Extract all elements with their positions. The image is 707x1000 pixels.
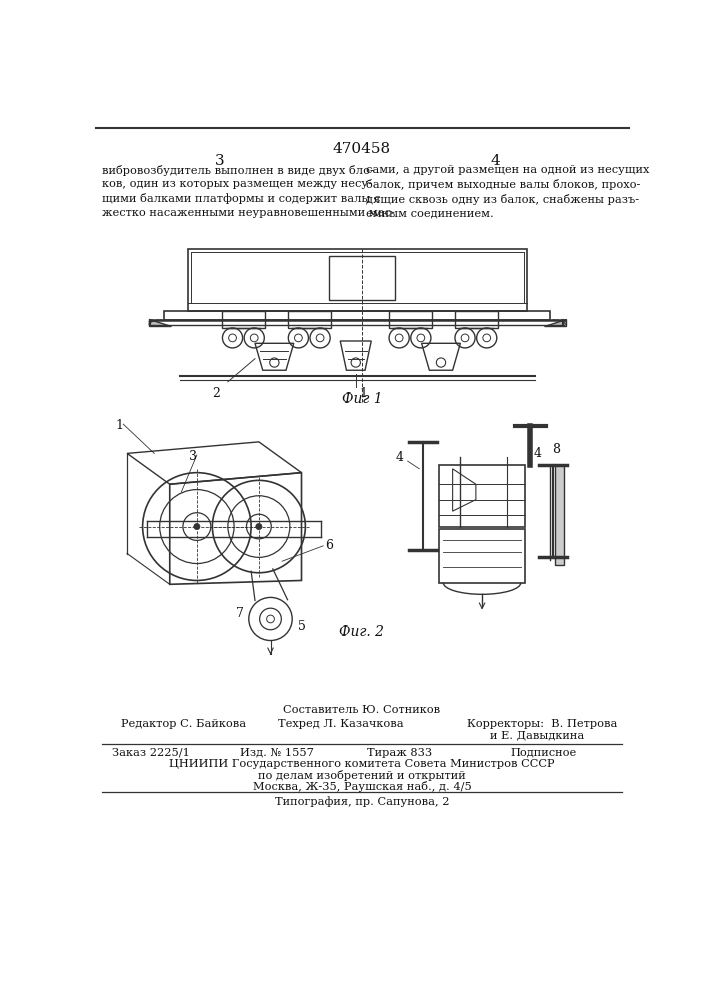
Text: и Е. Давыдкина: и Е. Давыдкина bbox=[490, 730, 584, 740]
Text: Москва, Ж-35, Раушская наб., д. 4/5: Москва, Ж-35, Раушская наб., д. 4/5 bbox=[252, 781, 472, 792]
Text: 5: 5 bbox=[298, 620, 305, 633]
Bar bbox=[288, 311, 331, 328]
Text: 2: 2 bbox=[212, 387, 220, 400]
Bar bbox=[329, 256, 395, 300]
Text: 470458: 470458 bbox=[333, 142, 391, 156]
Text: Редактор С. Байкова: Редактор С. Байкова bbox=[121, 719, 246, 729]
Bar bbox=[555, 465, 564, 565]
Bar bbox=[440, 529, 525, 583]
Circle shape bbox=[194, 523, 200, 530]
Text: 4: 4 bbox=[396, 451, 404, 464]
Text: 4: 4 bbox=[491, 154, 500, 168]
Text: Корректоры:  В. Петрова: Корректоры: В. Петрова bbox=[467, 719, 617, 729]
Text: 3: 3 bbox=[189, 450, 197, 463]
Bar bbox=[440, 465, 525, 527]
Text: 3: 3 bbox=[216, 154, 225, 168]
Text: Составитель Ю. Сотников: Составитель Ю. Сотников bbox=[284, 705, 440, 715]
Text: 7: 7 bbox=[235, 607, 243, 620]
Text: Техред Л. Казачкова: Техред Л. Казачкова bbox=[279, 719, 404, 729]
Bar bbox=[389, 311, 432, 328]
Bar bbox=[164, 311, 550, 320]
Bar bbox=[223, 311, 265, 328]
Polygon shape bbox=[149, 319, 170, 326]
Circle shape bbox=[256, 523, 262, 530]
Text: вибровозбудитель выполнен в виде двух бло-
ков, один из которых размещен между н: вибровозбудитель выполнен в виде двух бл… bbox=[103, 165, 395, 218]
Text: 6: 6 bbox=[325, 539, 333, 552]
Text: ЦНИИПИ Государственного комитета Совета Министров СССР: ЦНИИПИ Государственного комитета Совета … bbox=[169, 759, 555, 769]
Text: 1: 1 bbox=[115, 419, 124, 432]
Polygon shape bbox=[544, 319, 566, 326]
Text: Подписное: Подписное bbox=[510, 748, 577, 758]
Bar bbox=[455, 311, 498, 328]
Text: Типография, пр. Сапунова, 2: Типография, пр. Сапунова, 2 bbox=[275, 796, 449, 807]
Text: Заказ 2225/1: Заказ 2225/1 bbox=[112, 748, 189, 758]
Text: Фиг. 2: Фиг. 2 bbox=[339, 625, 385, 639]
Text: по делам изобретений и открытий: по делам изобретений и открытий bbox=[258, 770, 466, 781]
Text: Фиг 1: Фиг 1 bbox=[341, 392, 382, 406]
Text: Изд. № 1557: Изд. № 1557 bbox=[240, 748, 313, 758]
Text: сами, а другой размещен на одной из несущих
балок, причем выходные валы блоков, : сами, а другой размещен на одной из несу… bbox=[366, 165, 649, 218]
Text: 4: 4 bbox=[534, 447, 542, 460]
Text: Тираж 833: Тираж 833 bbox=[368, 748, 433, 758]
Text: 8: 8 bbox=[552, 443, 560, 456]
Text: 1: 1 bbox=[360, 387, 368, 400]
Bar bbox=[187, 249, 527, 311]
